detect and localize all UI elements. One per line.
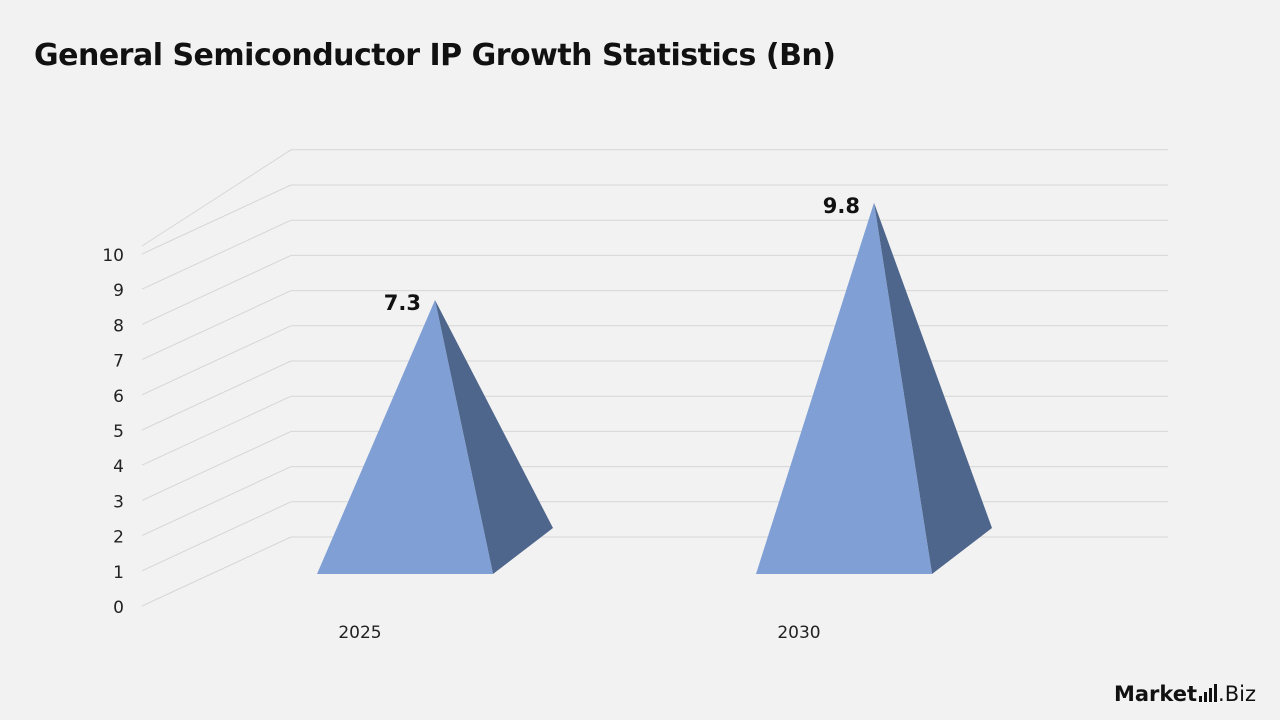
gridline-diagonal (141, 536, 292, 607)
pyramid-side-face (435, 300, 553, 574)
y-tick-label: 5 (113, 422, 124, 442)
gridline-diagonal (141, 184, 292, 255)
y-tick-label: 4 (113, 457, 124, 477)
gridline-diagonal (141, 149, 292, 247)
logo-main-text: Market (1113, 682, 1198, 706)
y-tick-label: 6 (113, 387, 124, 407)
gridline-diagonal (141, 290, 292, 361)
y-tick-label: 8 (113, 316, 124, 336)
grid-layer (141, 149, 1168, 607)
gridline-diagonal (141, 219, 292, 290)
logo-bars-icon (1199, 684, 1218, 702)
y-tick-label: 3 (113, 492, 124, 512)
gridline-diagonal (141, 466, 292, 537)
pyramid-bar-2030 (756, 202, 992, 574)
x-axis-ticks: 2025 2030 (338, 623, 820, 643)
gridline-diagonal (141, 430, 292, 501)
gridline-diagonal (141, 254, 292, 325)
chart-title: General Semiconductor IP Growth Statisti… (34, 38, 836, 73)
gridline-diagonal (141, 501, 292, 572)
y-tick-label: 0 (113, 598, 124, 618)
pyramid-side-face (874, 202, 992, 574)
x-tick-label: 2030 (777, 623, 820, 643)
y-tick-label: 7 (113, 352, 124, 372)
x-tick-label: 2025 (338, 623, 381, 643)
y-tick-label: 10 (102, 246, 124, 266)
y-tick-label: 9 (113, 281, 124, 301)
gridline-diagonal (141, 325, 292, 396)
y-tick-label: 1 (113, 563, 124, 583)
pyramid-front-face (756, 202, 932, 574)
y-tick-label: 2 (113, 528, 124, 548)
data-label: 9.8 (823, 194, 860, 218)
pyramid-bar-2025 (317, 300, 553, 574)
y-axis-ticks: 0 1 2 3 4 5 6 7 8 9 10 (102, 246, 124, 618)
logo-suffix-text: .Biz (1218, 682, 1256, 706)
pyramid-front-face (317, 300, 493, 574)
bars: 7.3 9.8 (317, 194, 992, 574)
gridline-diagonal (141, 360, 292, 431)
brand-logo: Market .Biz (1114, 682, 1256, 706)
gridline-diagonal (141, 395, 292, 466)
data-label: 7.3 (384, 291, 421, 315)
